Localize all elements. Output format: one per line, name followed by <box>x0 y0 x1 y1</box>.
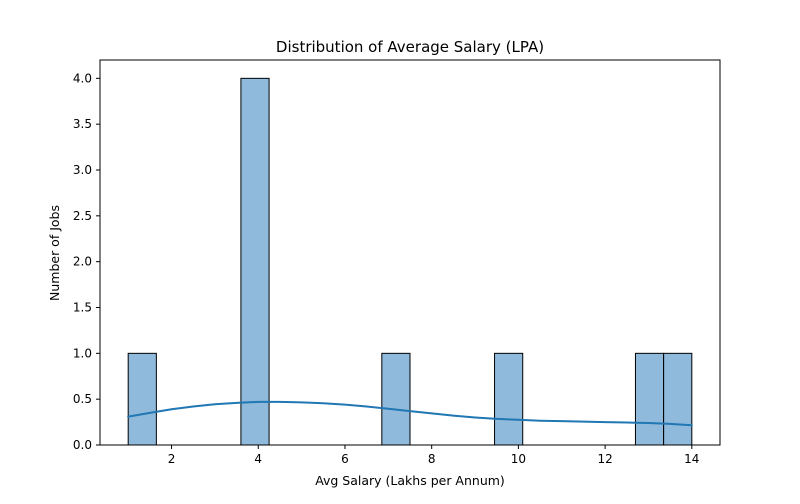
y-tick-label: 1.5 <box>73 301 92 315</box>
x-tick-label: 8 <box>428 452 436 466</box>
chart-title: Distribution of Average Salary (LPA) <box>276 38 544 56</box>
histogram-bar-1 <box>240 77 270 446</box>
kde-layer <box>127 400 693 427</box>
y-tick-label: 2.0 <box>73 255 92 269</box>
y-tick-label: 2.5 <box>73 209 92 223</box>
y-tick-label: 1.0 <box>73 346 92 360</box>
y-tick-label: 3.5 <box>73 117 92 131</box>
y-axis-label: Number of Jobs <box>47 205 62 301</box>
x-tick-label: 2 <box>168 452 176 466</box>
x-axis-label: Avg Salary (Lakhs per Annum) <box>315 473 505 488</box>
y-tick-label: 0.0 <box>73 438 92 452</box>
x-tick-label: 4 <box>254 452 262 466</box>
bars-layer <box>127 77 693 446</box>
x-tick-label: 12 <box>597 452 612 466</box>
y-tick-label: 0.5 <box>73 392 92 406</box>
y-tick-label: 3.0 <box>73 163 92 177</box>
histogram-bar-0 <box>127 352 157 446</box>
plot-frame <box>99 59 721 446</box>
ticks-layer: 2 4 6 8 10 12 14 0.0 0.5 1.0 1.5 2.0 2.5 3.0 3.5 4.0 <box>73 71 700 466</box>
histogram-bar-4 <box>634 352 665 446</box>
x-tick-label: 6 <box>341 452 349 466</box>
histogram-bar-2 <box>381 352 411 446</box>
x-tick-label: 14 <box>684 452 699 466</box>
y-tick-label: 4.0 <box>73 71 92 85</box>
x-tick-label: 10 <box>511 452 526 466</box>
axes-layer <box>99 59 721 446</box>
histogram-bar-5 <box>663 352 693 446</box>
histogram-bar-3 <box>494 352 524 446</box>
kde-curve <box>127 400 693 427</box>
